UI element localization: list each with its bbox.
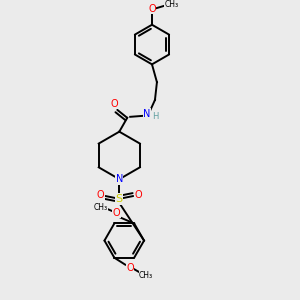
Text: N: N <box>116 174 123 184</box>
Text: CH₃: CH₃ <box>93 203 108 212</box>
Text: O: O <box>110 99 118 109</box>
Text: O: O <box>112 208 120 218</box>
Text: CH₃: CH₃ <box>165 0 179 9</box>
Text: S: S <box>116 194 123 204</box>
Text: O: O <box>126 262 134 273</box>
Text: O: O <box>97 190 104 200</box>
Text: CH₃: CH₃ <box>139 271 153 280</box>
Text: O: O <box>148 4 156 14</box>
Text: H: H <box>152 112 158 121</box>
Text: O: O <box>134 190 142 200</box>
Text: N: N <box>143 109 151 119</box>
